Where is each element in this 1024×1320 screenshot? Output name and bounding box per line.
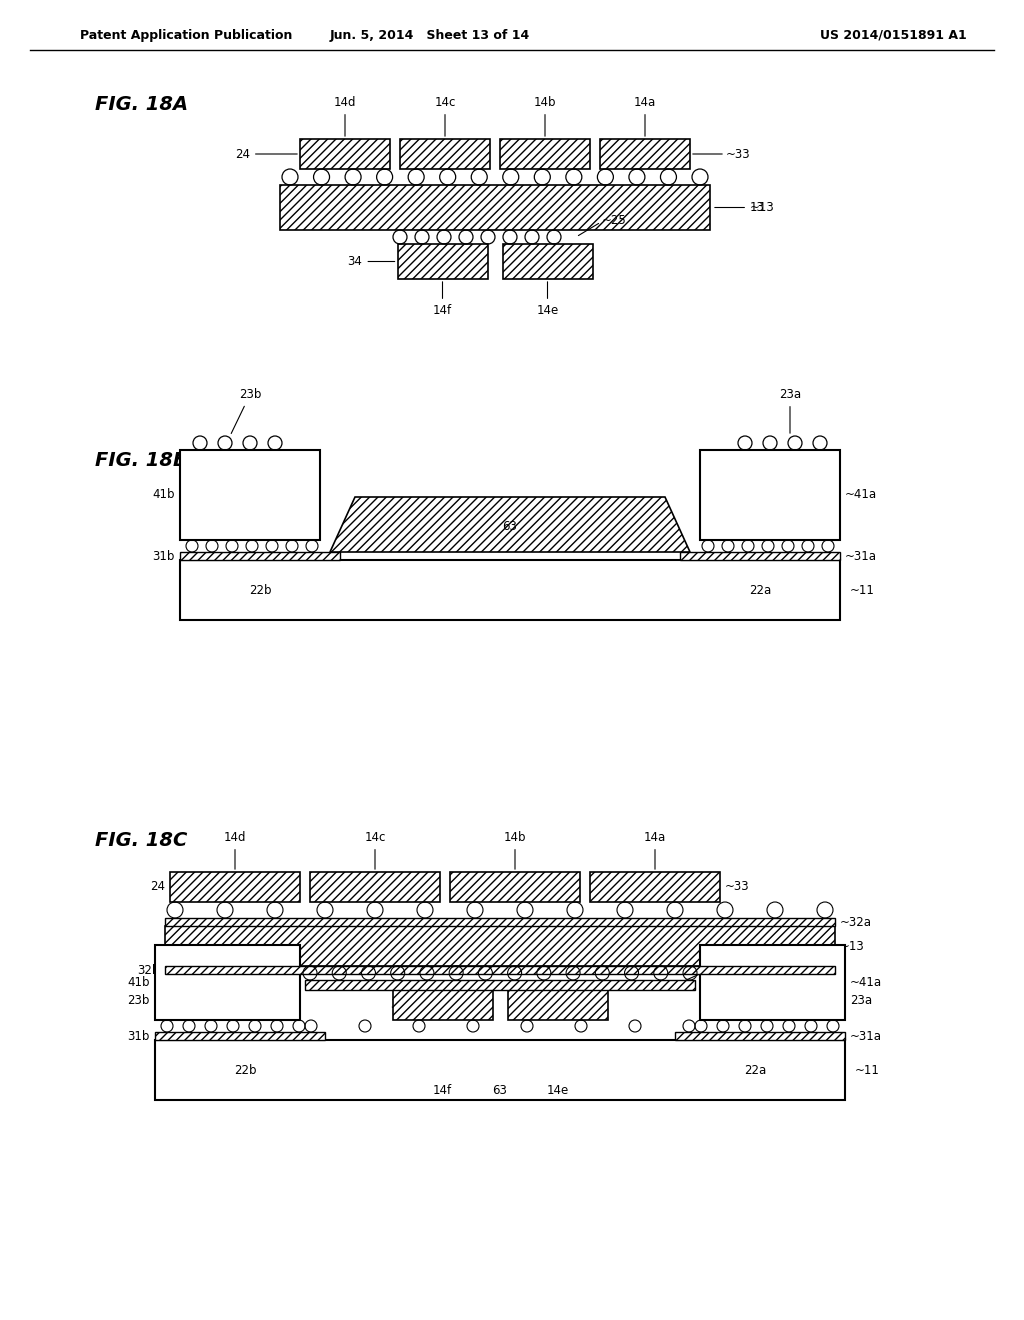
Bar bbox=[600, 139, 690, 169]
Text: 34: 34 bbox=[347, 255, 394, 268]
Text: ~25: ~25 bbox=[602, 214, 627, 227]
Text: Jun. 5, 2014   Sheet 13 of 14: Jun. 5, 2014 Sheet 13 of 14 bbox=[330, 29, 530, 41]
Text: 23a: 23a bbox=[850, 994, 872, 1006]
Text: 14e: 14e bbox=[537, 281, 559, 317]
Text: 23b: 23b bbox=[128, 994, 150, 1006]
Text: 41b: 41b bbox=[153, 488, 175, 502]
Text: 22b: 22b bbox=[233, 1064, 256, 1077]
Bar bbox=[450, 873, 580, 902]
Bar bbox=[180, 552, 340, 560]
Text: US 2014/0151891 A1: US 2014/0151891 A1 bbox=[820, 29, 967, 41]
Text: 14f: 14f bbox=[433, 281, 452, 317]
Text: 14f: 14f bbox=[433, 1084, 452, 1097]
Text: FIG. 18B: FIG. 18B bbox=[95, 450, 187, 470]
Bar bbox=[155, 945, 300, 1020]
Bar bbox=[165, 966, 835, 974]
Bar bbox=[503, 244, 593, 279]
Text: 23b: 23b bbox=[231, 388, 261, 433]
Text: 14d: 14d bbox=[334, 96, 356, 136]
Text: 32b: 32b bbox=[137, 964, 160, 977]
Bar bbox=[180, 450, 319, 540]
Bar bbox=[165, 927, 835, 966]
Text: Patent Application Publication: Patent Application Publication bbox=[80, 29, 293, 41]
Text: ~13: ~13 bbox=[840, 940, 864, 953]
Text: ~11: ~11 bbox=[855, 1064, 880, 1077]
Text: ~31a: ~31a bbox=[845, 549, 877, 562]
Text: 24: 24 bbox=[234, 148, 297, 161]
Bar bbox=[700, 945, 845, 1020]
Text: 22a: 22a bbox=[743, 1064, 766, 1077]
Text: 41b: 41b bbox=[128, 975, 150, 989]
Bar bbox=[675, 1032, 845, 1040]
Text: ~33: ~33 bbox=[726, 148, 751, 161]
Text: 14b: 14b bbox=[534, 96, 556, 136]
Text: ~32a: ~32a bbox=[840, 916, 872, 928]
Text: 14a: 14a bbox=[644, 832, 667, 870]
Text: 14d: 14d bbox=[224, 832, 246, 870]
Text: 63: 63 bbox=[503, 520, 517, 533]
Text: 13: 13 bbox=[715, 201, 765, 214]
Text: ~13: ~13 bbox=[750, 201, 775, 214]
Text: ~31a: ~31a bbox=[850, 1030, 882, 1043]
Bar bbox=[170, 873, 300, 902]
Bar bbox=[310, 873, 440, 902]
Bar bbox=[165, 917, 835, 927]
Bar bbox=[500, 139, 590, 169]
Text: ~25: ~25 bbox=[721, 958, 745, 972]
Bar bbox=[180, 560, 840, 620]
Text: ~41a: ~41a bbox=[845, 488, 878, 502]
Text: 31b: 31b bbox=[153, 549, 175, 562]
Bar bbox=[392, 990, 493, 1020]
Bar bbox=[400, 139, 490, 169]
Text: 63: 63 bbox=[493, 1084, 508, 1097]
Text: 23a: 23a bbox=[779, 388, 801, 433]
Text: 22a: 22a bbox=[749, 583, 771, 597]
Text: 14a: 14a bbox=[634, 96, 656, 136]
Bar bbox=[280, 185, 710, 230]
Text: ~41a: ~41a bbox=[850, 975, 882, 989]
Text: 34: 34 bbox=[390, 998, 404, 1011]
Text: 24: 24 bbox=[150, 880, 165, 894]
Text: ~33: ~33 bbox=[725, 880, 750, 894]
Bar bbox=[155, 1040, 845, 1100]
Bar bbox=[300, 139, 390, 169]
Bar bbox=[305, 979, 695, 990]
Polygon shape bbox=[330, 498, 690, 552]
Text: 22b: 22b bbox=[249, 583, 271, 597]
Bar bbox=[700, 450, 840, 540]
Text: ~11: ~11 bbox=[850, 583, 874, 597]
Text: 14b: 14b bbox=[504, 832, 526, 870]
Text: FIG. 18A: FIG. 18A bbox=[95, 95, 188, 115]
Text: FIG. 18C: FIG. 18C bbox=[95, 830, 187, 850]
Bar bbox=[680, 552, 840, 560]
Text: 14c: 14c bbox=[365, 832, 386, 870]
Bar bbox=[590, 873, 720, 902]
Bar bbox=[155, 1032, 325, 1040]
Text: 31b: 31b bbox=[128, 1030, 150, 1043]
Text: 14e: 14e bbox=[547, 1084, 568, 1097]
Bar bbox=[397, 244, 487, 279]
Text: 14c: 14c bbox=[434, 96, 456, 136]
Bar bbox=[508, 990, 607, 1020]
